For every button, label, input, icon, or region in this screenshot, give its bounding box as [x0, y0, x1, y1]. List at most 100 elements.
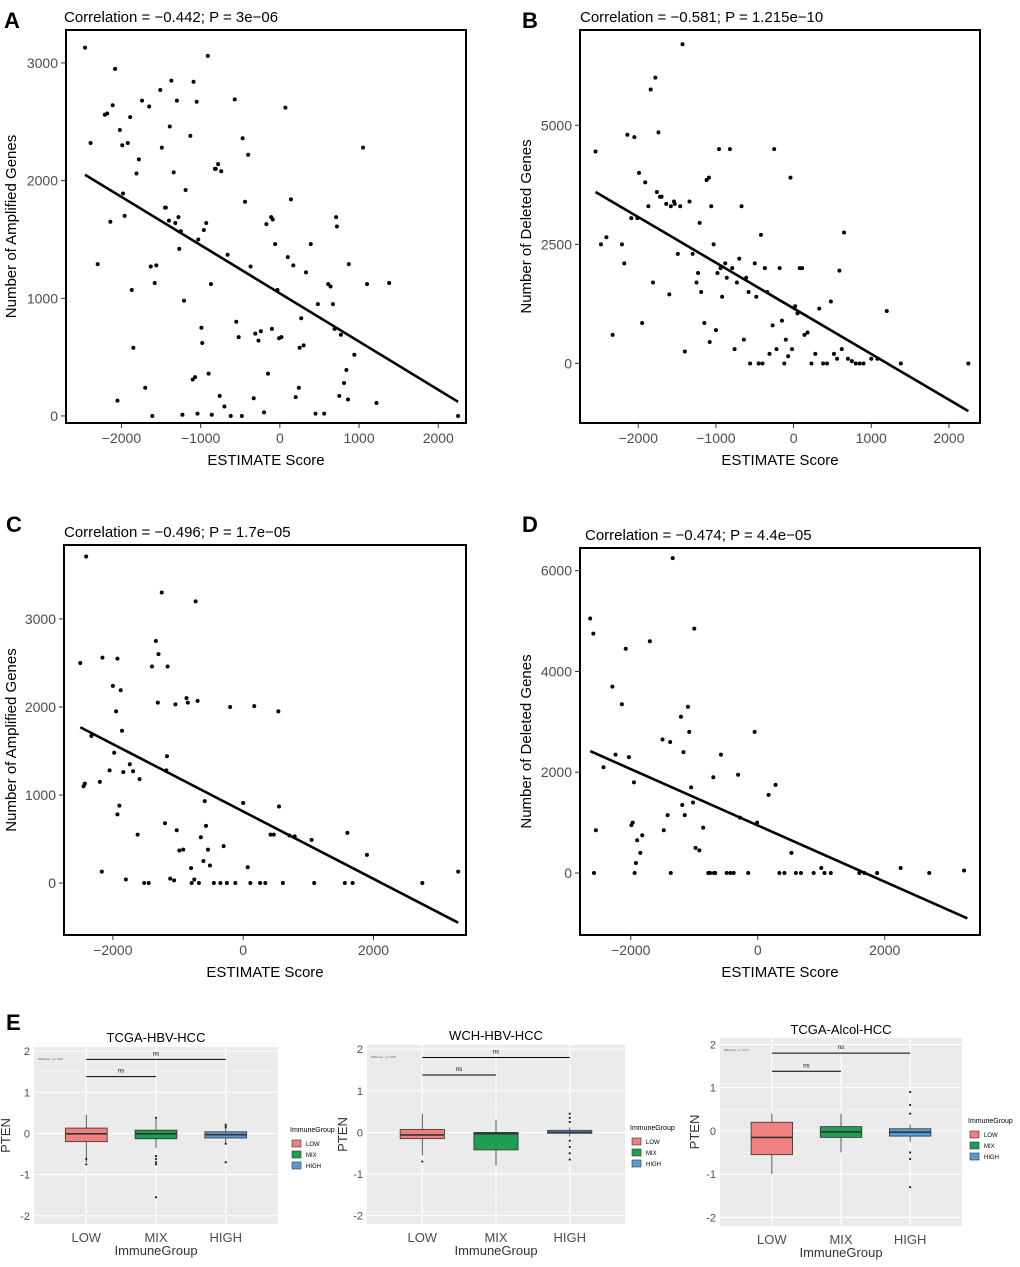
data-point [125, 140, 130, 145]
legend-swatch-mix [631, 1148, 642, 1157]
data-point [78, 660, 83, 665]
data-point [601, 765, 606, 770]
y-tick-label: 3000 [25, 611, 56, 627]
y-tick-label: 2 [710, 1039, 716, 1051]
data-point [150, 413, 155, 418]
data-point [273, 242, 278, 247]
data-point [206, 371, 211, 376]
data-point [200, 340, 205, 345]
box-panel-e2: -2 -1 0 1 2 LOW MIX HIGH WCH-HBV-HCC ImmuneGroup P… [335, 1028, 675, 1258]
data-point [842, 230, 847, 235]
data-point [706, 175, 711, 180]
data-point [164, 754, 169, 759]
data-point [651, 280, 656, 285]
data-point [598, 242, 603, 247]
outlier-point [909, 1151, 912, 1154]
data-point [857, 361, 862, 366]
x-axis-label: ESTIMATE Score [207, 452, 324, 469]
data-point [619, 702, 624, 707]
data-point [678, 204, 683, 209]
data-point [730, 266, 735, 271]
data-point [204, 220, 209, 225]
y-axis-label: Number of Amplified Genes [3, 135, 20, 318]
data-point [593, 149, 598, 154]
x-tick-label: 1000 [856, 430, 887, 446]
data-point [800, 266, 805, 271]
data-point [813, 351, 818, 356]
box-low [399, 1129, 445, 1140]
legend-title: ImmuneGroup [290, 1127, 335, 1134]
data-point [182, 298, 187, 303]
data-point [241, 800, 246, 805]
data-point [140, 98, 145, 103]
data-point [783, 337, 788, 342]
data-point [675, 251, 680, 256]
data-point [265, 371, 270, 376]
data-point [724, 275, 729, 280]
data-point [737, 256, 742, 261]
data-point [173, 220, 178, 225]
x-tick-label: HIGH [553, 1230, 586, 1245]
data-point [115, 656, 120, 661]
data-point [338, 332, 343, 337]
data-point [701, 825, 706, 830]
data-point [148, 264, 153, 269]
data-point [253, 331, 258, 336]
data-point [270, 217, 275, 222]
data-point [927, 871, 932, 876]
data-point [711, 775, 716, 780]
data-point [702, 320, 707, 325]
data-point [276, 709, 281, 714]
y-tick-label: -1 [353, 1169, 363, 1181]
legend-label: LOW [646, 1140, 660, 1146]
data-point [718, 752, 723, 757]
y-tick-label: 1000 [27, 290, 58, 306]
outlier-point [154, 1163, 158, 1166]
data-point [610, 684, 615, 689]
x-tick-label: 2000 [933, 430, 964, 446]
y-tick-label: 2000 [541, 764, 572, 780]
data-point [342, 380, 347, 385]
chart-title: Correlation = −0.474; P = 4.4e−05 [585, 527, 812, 544]
data-point [195, 411, 200, 416]
y-tick-label: 0 [564, 865, 572, 881]
data-point [189, 866, 194, 871]
plot-frame [579, 547, 981, 936]
data-point [115, 812, 120, 817]
data-point [758, 232, 763, 237]
data-point [89, 734, 94, 739]
y-tick-label: -2 [20, 1211, 30, 1223]
legend-label: HIGH [984, 1155, 999, 1161]
data-point [604, 235, 609, 240]
y-tick-label: 2 [357, 1044, 363, 1056]
data-point [288, 197, 293, 202]
data-point [285, 255, 290, 260]
outlier-point [568, 1158, 571, 1161]
data-point [668, 204, 673, 209]
data-point [699, 290, 704, 294]
data-point [269, 326, 274, 331]
regression-line [594, 190, 970, 413]
data-point [234, 319, 239, 324]
outlier-point [224, 1124, 227, 1127]
box-mix [473, 1132, 519, 1151]
data-point [207, 863, 212, 868]
legend-swatch-low [631, 1137, 642, 1146]
x-tick-label: LOW [407, 1230, 437, 1245]
box-low [64, 1127, 108, 1143]
data-point [637, 170, 642, 175]
data-point [364, 852, 369, 857]
data-point [754, 294, 759, 299]
y-axis-label: Number of Amplified Genes [3, 648, 20, 831]
data-point [828, 299, 833, 304]
data-point [142, 881, 147, 886]
data-point [315, 302, 320, 307]
data-point [228, 704, 233, 709]
y-tick-label: 2000 [25, 699, 56, 715]
x-tick-label: −2000 [611, 942, 651, 958]
panel-label-d: D [522, 512, 538, 537]
chart-title: Correlation = −0.581; P = 1.215e−10 [580, 9, 823, 26]
x-tick-label: 0 [790, 430, 798, 446]
data-point [243, 199, 248, 204]
y-axis-label: PTEN [335, 1117, 350, 1152]
